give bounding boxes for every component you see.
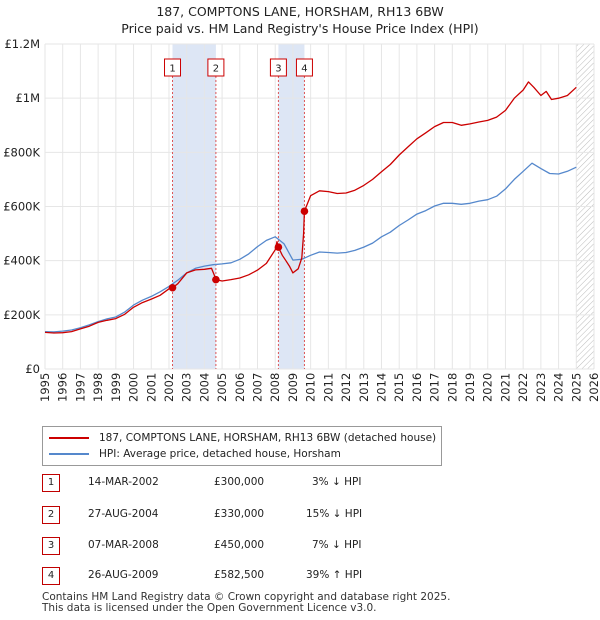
- marker-label-3: 3: [275, 64, 281, 75]
- x-tick-label: 2012: [339, 373, 353, 402]
- legend-swatch-blue: [49, 453, 89, 455]
- y-tick-label: £800K: [3, 145, 40, 159]
- chart-subtitle: Price paid vs. HM Land Registry's House …: [121, 21, 479, 36]
- footer-licence: This data is licensed under the Open Gov…: [42, 602, 377, 614]
- y-tick-label: £200K: [3, 308, 40, 322]
- x-tick-label: 2010: [304, 373, 318, 402]
- x-tick-label: 2024: [552, 373, 566, 402]
- x-tick-label: 2004: [197, 373, 211, 402]
- x-tick-label: 1997: [73, 373, 87, 402]
- transaction-number: 2: [42, 506, 60, 524]
- transaction-price: £330,000: [214, 508, 265, 520]
- y-tick-label: £1M: [15, 91, 40, 105]
- transaction-number: 1: [42, 474, 60, 492]
- marker-label-2: 2: [213, 64, 219, 75]
- transaction-number: 4: [42, 567, 60, 585]
- price-chart: 1 2 3 4 £0 £200K £400K £600K £800K £1M £1.2M 1995 19…: [3, 37, 600, 402]
- transaction-price: £582,500: [214, 569, 265, 581]
- x-tick-label: 2019: [463, 373, 477, 402]
- series-line-hpi: [44, 162, 577, 333]
- x-tick-label: 2008: [268, 373, 282, 402]
- x-tick-label: 2009: [286, 373, 300, 402]
- x-tick-label: 1996: [56, 373, 70, 402]
- x-tick-label: 2026: [587, 373, 600, 402]
- transaction-hpi: 39% ↑ HPI: [306, 569, 363, 581]
- marker-box-1: [164, 58, 182, 77]
- marker-box-3: [269, 58, 287, 77]
- x-tick-label: 2006: [233, 373, 247, 402]
- marker-box-2: [207, 58, 225, 77]
- x-tick-label: 2017: [428, 373, 442, 402]
- legend-label-property: 187, COMPTONS LANE, HORSHAM, RH13 6BW (d…: [99, 432, 437, 444]
- x-tick-label: 2020: [481, 373, 495, 402]
- transaction-number: 3: [42, 537, 60, 555]
- series-line-property: [44, 81, 577, 334]
- y-tick-label: £400K: [3, 254, 40, 268]
- marker-label-4: 4: [301, 64, 307, 75]
- y-tick-label: £1.2M: [4, 37, 40, 51]
- x-tick-label: 2003: [180, 373, 194, 402]
- transaction-price: £300,000: [214, 476, 265, 488]
- transaction-hpi: 15% ↓ HPI: [306, 508, 363, 520]
- transaction-date: 14-MAR-2002: [88, 476, 159, 488]
- transaction-hpi: 3% ↓ HPI: [312, 476, 362, 488]
- footer-copyright: Contains HM Land Registry data © Crown c…: [42, 591, 451, 603]
- transaction-date: 27-AUG-2004: [88, 508, 159, 520]
- transaction-point-4: [300, 207, 309, 216]
- x-tick-label: 2013: [357, 373, 371, 402]
- legend-label-hpi: HPI: Average price, detached house, Hors…: [99, 448, 341, 460]
- legend: 187, COMPTONS LANE, HORSHAM, RH13 6BW (d…: [42, 426, 442, 466]
- x-tick-label: 2001: [144, 373, 158, 402]
- x-tick-label: 2002: [162, 373, 176, 402]
- x-tick-label: 2005: [215, 373, 229, 402]
- x-tick-label: 2021: [498, 373, 512, 402]
- x-tick-label: 2025: [569, 373, 583, 402]
- transaction-price: £450,000: [214, 539, 265, 551]
- transaction-point-2: [212, 275, 220, 284]
- marker-label-1: 1: [169, 64, 175, 75]
- x-tick-label: 2007: [251, 373, 265, 402]
- x-tick-label: 2016: [410, 373, 424, 402]
- transaction-date: 26-AUG-2009: [88, 569, 159, 581]
- y-tick-label: £0: [25, 362, 40, 376]
- legend-item-property: 187, COMPTONS LANE, HORSHAM, RH13 6BW (d…: [49, 430, 436, 446]
- x-tick-label: 2022: [516, 373, 530, 402]
- transaction-point-1: [168, 283, 177, 292]
- x-tick-label: 2023: [534, 373, 548, 402]
- x-tick-label: 1995: [38, 373, 52, 402]
- x-tick-label: 2014: [374, 373, 388, 402]
- x-tick-label: 2011: [321, 373, 335, 402]
- x-tick-label: 1998: [91, 373, 105, 402]
- x-tick-label: 2018: [445, 373, 459, 402]
- x-tick-label: 2015: [392, 373, 406, 402]
- chart-title: 187, COMPTONS LANE, HORSHAM, RH13 6BW: [156, 4, 444, 19]
- transaction-hpi: 7% ↓ HPI: [312, 539, 362, 551]
- y-tick-label: £600K: [3, 200, 40, 214]
- legend-item-hpi: HPI: Average price, detached house, Hors…: [49, 446, 341, 462]
- x-tick-label: 2000: [127, 373, 141, 402]
- legend-swatch-red: [49, 437, 89, 439]
- transaction-point-3: [274, 243, 283, 251]
- marker-box-4: [295, 58, 313, 77]
- x-tick-label: 1999: [109, 373, 123, 402]
- transaction-date: 07-MAR-2008: [88, 539, 159, 551]
